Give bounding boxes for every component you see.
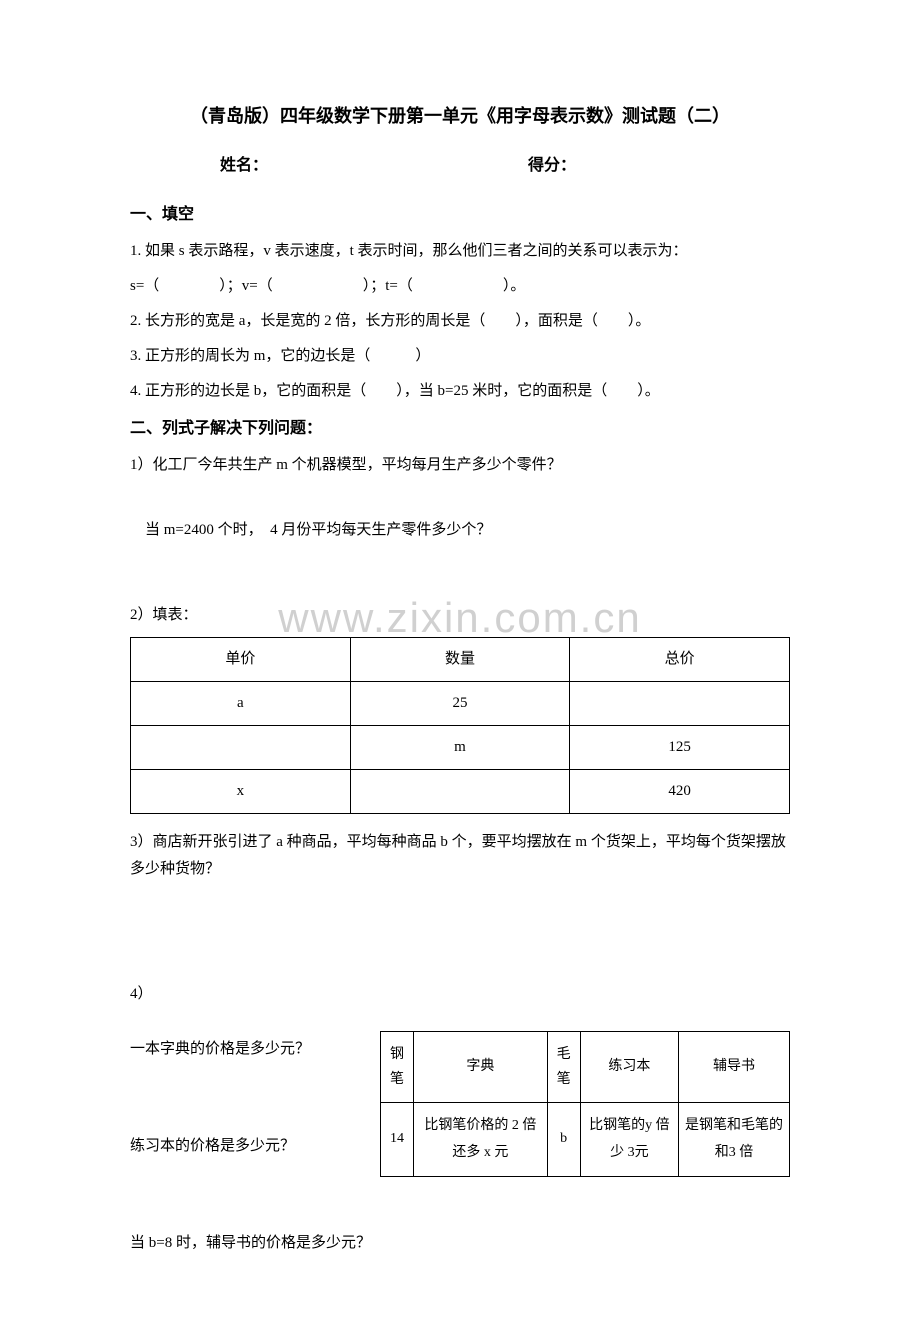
s1-q3: 3. 正方形的周长为 m，它的边长是（ ） [130,343,790,370]
table-row: 14 比钢笔价格的 2 倍还多 x 元 b 比钢笔的y 倍少 3元 是钢笔和毛笔… [381,1103,790,1177]
table-row: m 125 [131,725,790,769]
th-dict: 字典 [414,1031,548,1102]
s1-q2: 2. 长方形的宽是 a，长是宽的 2 倍，长方形的周长是（ ），面积是（ ）。 [130,308,790,335]
th-notebook: 练习本 [580,1031,678,1102]
s2-q2: 2）填表： [130,602,790,629]
score-label: 得分： [528,152,576,181]
th-pen: 钢笔 [381,1031,414,1102]
table-row: 单价 数量 总价 [131,637,790,681]
s2-q3: 3）商店新开张引进了 a 种商品，平均每种商品 b 个，要平均摆放在 m 个货架… [130,829,790,883]
td [131,725,351,769]
th-guide: 辅导书 [679,1031,790,1102]
section1-header: 一、填空 [130,201,790,230]
td: m [350,725,570,769]
table1: 单价 数量 总价 a 25 m 125 x 420 [130,637,790,814]
td [350,769,570,813]
td: 125 [570,725,790,769]
td: 14 [381,1103,414,1177]
s2-q4a: 一本字典的价格是多少元？ [130,1036,360,1063]
table-row: 钢笔 字典 毛笔 练习本 辅导书 [381,1031,790,1102]
q4-layout: 一本字典的价格是多少元？ 练习本的价格是多少元？ 钢笔 字典 毛笔 练习本 辅导… [130,1016,790,1230]
section2-header: 二、列式子解决下列问题： [130,415,790,444]
td: 420 [570,769,790,813]
td: b [547,1103,580,1177]
th-total: 总价 [570,637,790,681]
td [570,681,790,725]
th-brush: 毛笔 [547,1031,580,1102]
td: x [131,769,351,813]
name-label: 姓名： [220,152,268,181]
td: 是钢笔和毛笔的和3 倍 [679,1103,790,1177]
th-unitprice: 单价 [131,637,351,681]
document-content: （青岛版）四年级数学下册第一单元《用字母表示数》测试题（二） 姓名： 得分： 一… [130,100,790,1257]
s1-q1: 1. 如果 s 表示路程，v 表示速度，t 表示时间，那么他们三者之间的关系可以… [130,238,790,265]
name-score-row: 姓名： 得分： [130,152,790,181]
s1-q1b: s=（ ）；v=（ ）；t=（ ）。 [130,273,790,300]
q4-right: 钢笔 字典 毛笔 练习本 辅导书 14 比钢笔价格的 2 倍还多 x 元 b 比… [380,1016,790,1193]
td: a [131,681,351,725]
s2-q1a: 1）化工厂今年共生产 m 个机器模型，平均每月生产多少个零件？ [130,452,790,479]
td: 比钢笔的y 倍少 3元 [580,1103,678,1177]
s2-q1b: 当 m=2400 个时， 4 月份平均每天生产零件多少个？ [145,517,790,544]
s2-q4: 4） [130,981,790,1008]
s2-q4b: 练习本的价格是多少元？ [130,1133,360,1160]
s2-q4c: 当 b=8 时，辅导书的价格是多少元？ [130,1230,790,1257]
page-title: （青岛版）四年级数学下册第一单元《用字母表示数》测试题（二） [130,100,790,132]
td: 比钢笔价格的 2 倍还多 x 元 [414,1103,548,1177]
th-quantity: 数量 [350,637,570,681]
table-row: x 420 [131,769,790,813]
q4-left: 一本字典的价格是多少元？ 练习本的价格是多少元？ [130,1016,360,1230]
td: 25 [350,681,570,725]
table-row: a 25 [131,681,790,725]
table2: 钢笔 字典 毛笔 练习本 辅导书 14 比钢笔价格的 2 倍还多 x 元 b 比… [380,1031,790,1178]
s1-q4: 4. 正方形的边长是 b，它的面积是（ ），当 b=25 米时，它的面积是（ ）… [130,378,790,405]
